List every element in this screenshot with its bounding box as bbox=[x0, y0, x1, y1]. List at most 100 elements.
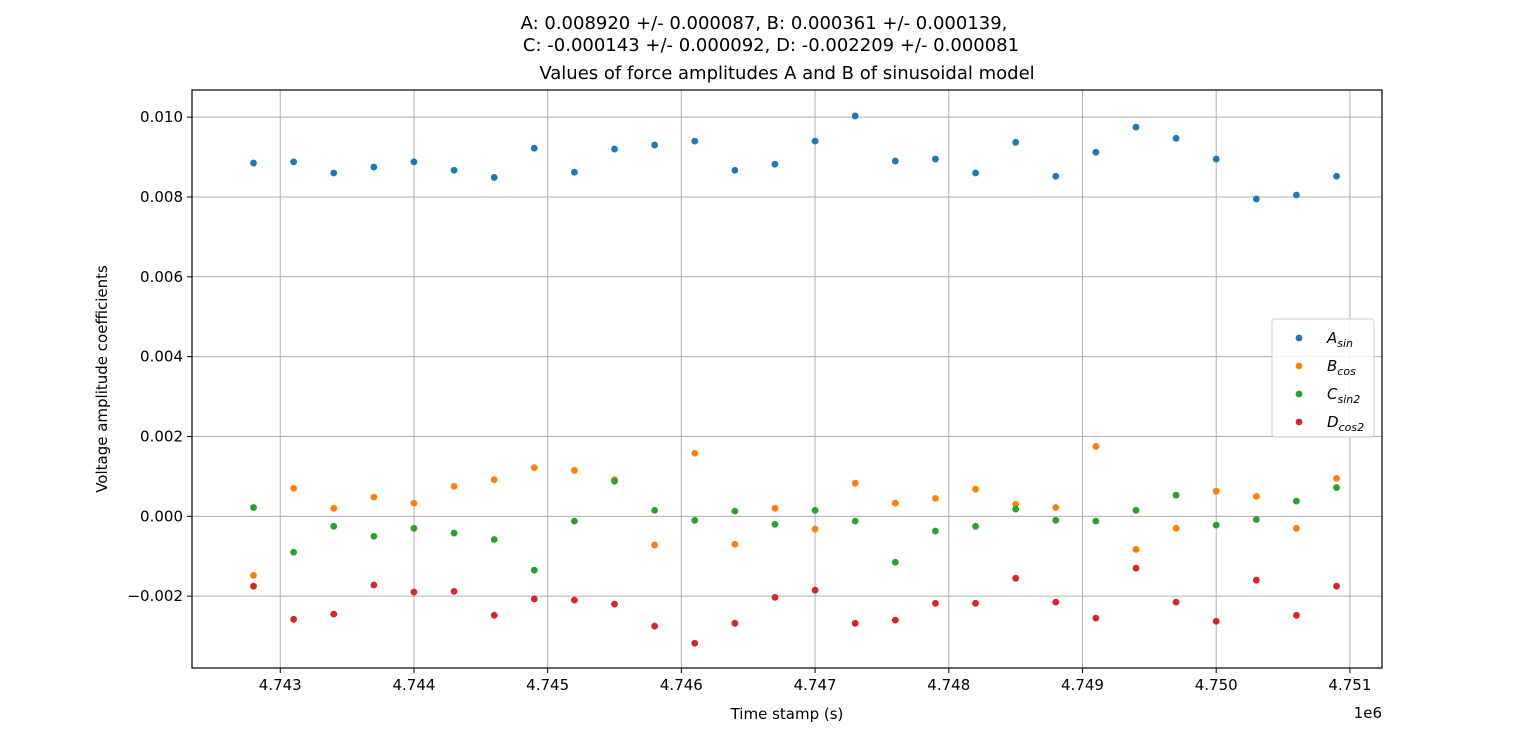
data-point-d bbox=[571, 596, 578, 604]
data-point-a bbox=[1092, 148, 1100, 156]
data-point-c bbox=[1012, 505, 1020, 513]
data-point-a bbox=[1293, 191, 1300, 199]
data-point-b bbox=[410, 499, 418, 507]
data-point-a bbox=[691, 137, 699, 145]
x-tick-label: 4.749 bbox=[1061, 676, 1104, 694]
data-point-c bbox=[1252, 516, 1260, 523]
chart-suptitle-line-1: A: 0.008920 +/- 0.000087, B: 0.000361 +/… bbox=[521, 13, 1008, 34]
data-point-a bbox=[530, 144, 538, 152]
data-points bbox=[250, 112, 1340, 647]
data-point-d bbox=[1252, 576, 1260, 584]
data-point-b bbox=[330, 504, 338, 512]
legend-label-d: Dcos2 bbox=[1327, 413, 1364, 434]
legend-label-b: Bcos bbox=[1327, 357, 1356, 378]
data-point-a bbox=[410, 158, 418, 166]
data-point-d bbox=[1293, 611, 1300, 619]
data-point-a bbox=[1172, 134, 1180, 142]
legend-box bbox=[1271, 318, 1375, 438]
data-point-b bbox=[972, 485, 979, 493]
data-point-d bbox=[731, 619, 739, 627]
y-tick-label: 0.004 bbox=[140, 348, 183, 366]
x-tick-label: 4.745 bbox=[526, 676, 569, 694]
data-point-a bbox=[250, 159, 257, 167]
data-point-d bbox=[490, 611, 498, 619]
x-tick-label: 4.750 bbox=[1195, 676, 1238, 694]
data-point-c bbox=[851, 517, 859, 525]
data-point-d bbox=[891, 616, 899, 624]
data-point-b bbox=[932, 494, 939, 502]
x-tick-label: 4.744 bbox=[392, 676, 435, 694]
data-point-d bbox=[1172, 598, 1180, 606]
data-point-b bbox=[811, 525, 819, 533]
chart-legend: Asin Bcos Csin2 Dcos2 bbox=[1271, 318, 1375, 438]
data-point-c bbox=[731, 507, 739, 515]
data-point-c bbox=[611, 477, 618, 485]
data-point-d bbox=[811, 586, 819, 594]
data-point-c bbox=[651, 506, 659, 514]
legend-marker-d bbox=[1295, 418, 1303, 426]
data-point-d bbox=[1333, 582, 1340, 590]
data-point-d bbox=[1052, 598, 1060, 606]
x-tick-label: 4.747 bbox=[794, 676, 837, 694]
data-point-a bbox=[1212, 155, 1220, 163]
y-tick-label: −0.002 bbox=[127, 587, 183, 605]
data-point-c bbox=[490, 536, 498, 543]
data-point-a bbox=[1132, 123, 1140, 131]
data-point-d bbox=[1092, 614, 1100, 622]
data-point-a bbox=[611, 145, 618, 153]
data-point-c bbox=[571, 517, 578, 525]
grid-lines bbox=[192, 90, 1382, 668]
data-point-a bbox=[932, 155, 939, 163]
data-point-b bbox=[490, 476, 498, 483]
legend-label-a: Asin bbox=[1326, 329, 1353, 350]
data-point-d bbox=[972, 599, 979, 607]
data-point-a bbox=[1333, 172, 1340, 180]
data-point-b bbox=[571, 467, 578, 474]
x-tick-label: 4.751 bbox=[1328, 676, 1371, 694]
y-tick-label: 0.010 bbox=[140, 108, 183, 126]
data-point-a bbox=[731, 166, 739, 174]
data-point-a bbox=[1252, 195, 1260, 203]
data-point-d bbox=[250, 582, 257, 590]
data-point-d bbox=[1212, 617, 1220, 625]
data-point-a bbox=[370, 163, 378, 171]
x-axis-offset-label: 1e6 bbox=[1354, 704, 1382, 722]
data-point-b bbox=[731, 540, 739, 548]
data-point-d bbox=[771, 593, 779, 601]
data-point-d bbox=[691, 639, 699, 647]
data-point-c bbox=[1052, 516, 1060, 524]
chart-suptitle-line-2: C: -0.000143 +/- 0.000092, D: -0.002209 … bbox=[523, 35, 1019, 56]
plot-area-frame bbox=[191, 89, 1383, 669]
data-point-d bbox=[932, 599, 939, 607]
data-point-c bbox=[290, 548, 298, 556]
y-tick-label: 0.008 bbox=[140, 188, 183, 206]
data-point-b bbox=[1132, 546, 1140, 553]
data-point-b bbox=[1092, 443, 1100, 450]
data-point-b bbox=[1293, 524, 1300, 532]
legend-marker-b bbox=[1295, 362, 1303, 370]
data-point-c bbox=[932, 527, 939, 535]
data-point-c bbox=[410, 524, 418, 532]
data-point-a bbox=[851, 112, 859, 120]
data-point-c bbox=[450, 529, 458, 537]
data-point-b bbox=[851, 479, 859, 487]
data-point-c bbox=[972, 522, 979, 530]
x-axis-label: Time stamp (s) bbox=[730, 705, 844, 723]
data-point-c bbox=[811, 506, 819, 514]
data-point-b bbox=[530, 464, 538, 472]
data-point-b bbox=[250, 571, 257, 579]
legend-marker-c bbox=[1295, 390, 1303, 398]
data-point-d bbox=[370, 581, 378, 589]
axis-ticks: 4.743 4.744 4.745 4.746 4.747 4.748 4.749 4.750… bbox=[127, 108, 1371, 694]
data-point-a bbox=[771, 160, 779, 168]
data-point-c bbox=[370, 532, 378, 540]
data-point-a bbox=[811, 137, 819, 145]
data-point-d bbox=[1012, 574, 1020, 582]
data-point-a bbox=[1052, 172, 1060, 180]
data-point-a bbox=[972, 169, 979, 177]
data-point-a bbox=[1012, 138, 1020, 146]
legend-items: Asin Bcos Csin2 Dcos2 bbox=[1295, 329, 1364, 434]
data-point-b bbox=[370, 493, 378, 501]
